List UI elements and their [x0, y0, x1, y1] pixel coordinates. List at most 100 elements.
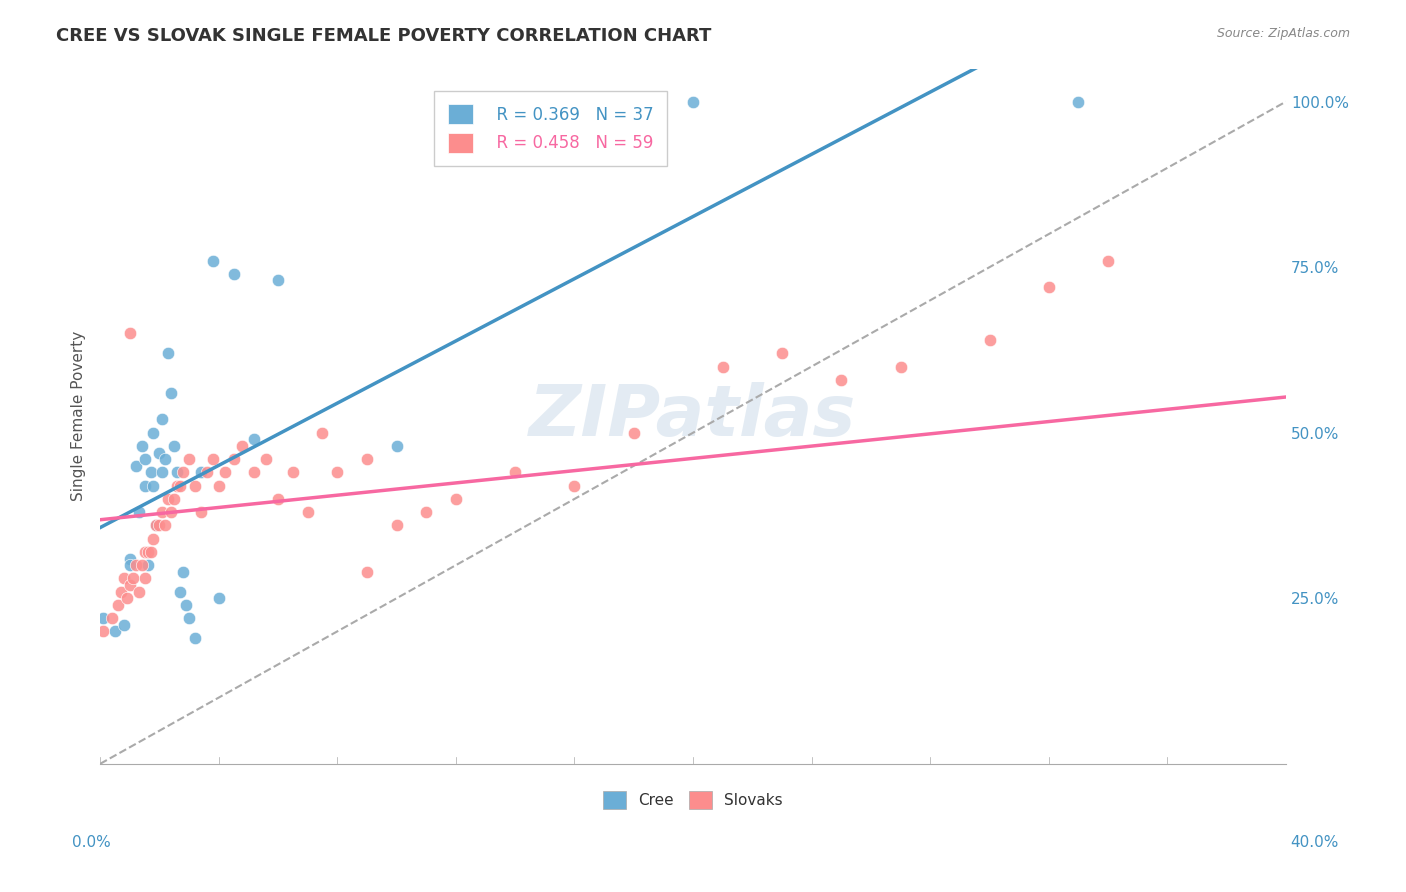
Point [326, 466, 349, 480]
Point [101, 611, 124, 625]
Point [890, 359, 912, 374]
Point [128, 584, 150, 599]
Point [107, 598, 129, 612]
Point [134, 545, 156, 559]
Point [142, 479, 165, 493]
Point [979, 333, 1001, 347]
Point [131, 558, 153, 573]
Point [142, 532, 165, 546]
Point [155, 452, 177, 467]
Y-axis label: Single Female Poverty: Single Female Poverty [72, 331, 86, 501]
Point [131, 439, 153, 453]
Point [110, 584, 132, 599]
Point [214, 466, 236, 480]
Point [172, 466, 194, 480]
Point [1038, 280, 1060, 294]
Point [125, 558, 148, 573]
Point [201, 253, 224, 268]
Point [190, 505, 212, 519]
Point [112, 617, 135, 632]
Point [145, 518, 167, 533]
Point [195, 466, 218, 480]
Point [157, 346, 180, 360]
Point [356, 565, 378, 579]
Point [243, 466, 266, 480]
Point [184, 631, 207, 645]
Point [415, 505, 437, 519]
Point [155, 518, 177, 533]
Point [91, 624, 114, 639]
Point [148, 518, 170, 533]
Point [254, 452, 277, 467]
Point [177, 452, 200, 467]
Point [564, 479, 586, 493]
Point [184, 479, 207, 493]
Point [118, 551, 141, 566]
Point [297, 505, 319, 519]
Point [148, 445, 170, 459]
Point [157, 491, 180, 506]
Point [163, 439, 186, 453]
Text: 0.0%: 0.0% [72, 836, 111, 850]
Point [134, 452, 156, 467]
Point [134, 571, 156, 585]
Point [444, 491, 467, 506]
Point [267, 273, 290, 287]
Point [190, 466, 212, 480]
Point [115, 591, 138, 606]
Point [125, 458, 148, 473]
Point [711, 359, 734, 374]
Point [311, 425, 333, 440]
Point [118, 326, 141, 341]
Point [208, 591, 231, 606]
Point [136, 545, 159, 559]
Point [169, 479, 191, 493]
Point [145, 518, 167, 533]
Text: ZIPatlas: ZIPatlas [529, 382, 856, 450]
Point [163, 491, 186, 506]
Point [385, 439, 408, 453]
Point [208, 479, 231, 493]
Point [1097, 253, 1119, 268]
Point [243, 433, 266, 447]
Point [160, 386, 183, 401]
Point [503, 466, 526, 480]
Point [385, 518, 408, 533]
Point [150, 412, 173, 426]
Point [160, 505, 183, 519]
Point [172, 565, 194, 579]
Point [770, 346, 793, 360]
Point [150, 505, 173, 519]
Point [150, 466, 173, 480]
Point [142, 425, 165, 440]
Text: CREE VS SLOVAK SINGLE FEMALE POVERTY CORRELATION CHART: CREE VS SLOVAK SINGLE FEMALE POVERTY COR… [56, 27, 711, 45]
Point [830, 373, 852, 387]
Point [169, 584, 191, 599]
Point [136, 558, 159, 573]
Point [623, 425, 645, 440]
Point [231, 439, 253, 453]
Legend: Cree, Slovaks: Cree, Slovaks [598, 784, 789, 815]
Point [166, 479, 188, 493]
Point [166, 466, 188, 480]
Text: 40.0%: 40.0% [1291, 836, 1339, 850]
Point [112, 571, 135, 585]
Point [177, 611, 200, 625]
Point [139, 545, 162, 559]
Point [128, 505, 150, 519]
Point [222, 452, 245, 467]
Point [121, 571, 143, 585]
Point [118, 578, 141, 592]
Point [682, 95, 704, 109]
Point [104, 624, 127, 639]
Point [139, 466, 162, 480]
Point [267, 491, 290, 506]
Point [201, 452, 224, 467]
Point [1067, 95, 1090, 109]
Point [134, 479, 156, 493]
Text: Source: ZipAtlas.com: Source: ZipAtlas.com [1216, 27, 1350, 40]
Point [174, 598, 197, 612]
Point [118, 558, 141, 573]
Point [222, 267, 245, 281]
Point [281, 466, 304, 480]
